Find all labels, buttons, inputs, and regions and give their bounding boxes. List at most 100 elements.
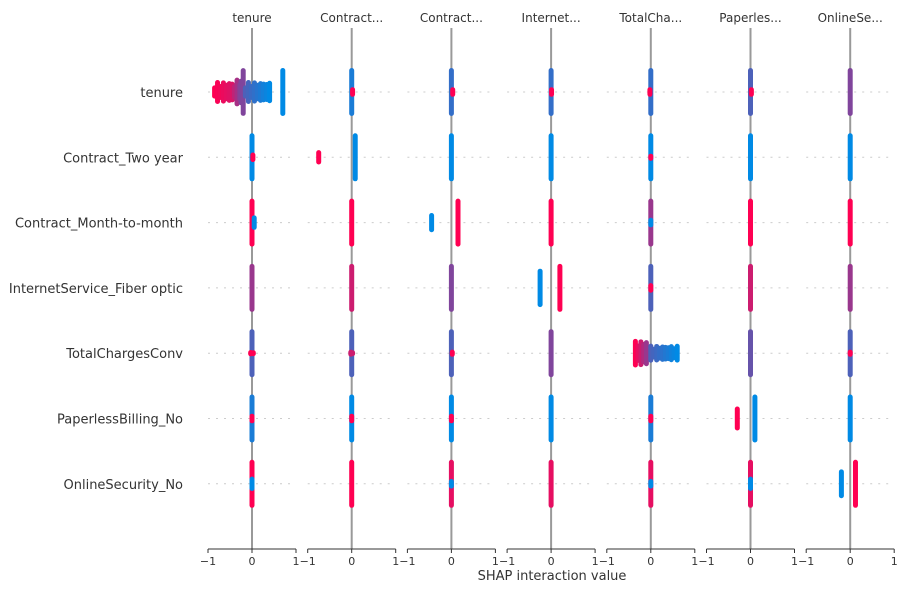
shap-point-stack [537,268,543,308]
cell-1-2 [448,133,454,182]
cell-4-0 [248,329,256,378]
cell-2-2 [429,198,461,247]
column-title: TotalCha... [618,11,682,25]
shap-point-stack [847,263,853,312]
cell-3-2 [448,263,454,312]
cell-3-0 [249,263,255,312]
shap-point-stack [748,263,753,312]
cell-2-3 [548,198,554,247]
shap-point-stack [674,343,680,363]
column-title: tenure [232,11,271,25]
cell-4-2 [448,329,455,378]
cell-6-4 [648,459,654,508]
shap-point-stack [648,479,654,489]
cell-4-5 [748,329,753,378]
shap-point-stack [847,68,853,116]
cell-4-4 [632,338,680,368]
x-tick-label: −1 [798,555,814,568]
cell-6-2 [448,459,454,508]
cell-1-5 [748,133,753,182]
x-tick-label: 0 [249,555,256,568]
cell-5-3 [548,394,554,443]
x-axis-label: SHAP interaction value [478,569,627,584]
shap-point-stack [847,198,853,247]
shap-point-stack [748,133,753,182]
shap-point-stack [251,215,257,230]
shap-point-stack [752,394,758,443]
cell-5-6 [847,394,853,443]
shap-point-stack [249,476,255,491]
shap-point-stack [648,153,654,161]
column-title: Paperles... [719,11,781,25]
cell-1-0 [249,133,256,182]
x-tick-label: −1 [300,555,316,568]
cell-3-4 [648,263,654,312]
cell-5-0 [249,394,255,443]
x-tick-label: 1 [891,555,898,568]
x-tick-label: 0 [847,555,854,568]
shap-point-stack [429,213,435,233]
cell-4-3 [548,329,554,378]
x-tick-label: 1 [691,555,698,568]
cell-3-3 [537,263,563,312]
cell-0-0 [212,68,286,116]
cell-6-0 [249,459,255,508]
shap-point-stack [249,413,255,424]
shap-point-stack [847,133,853,182]
shap-point-stack [648,413,654,424]
shap-point-stack [548,459,554,508]
cell-2-5 [748,198,753,247]
shap-point-stack [748,476,753,491]
cell-6-6 [838,459,858,508]
x-tick-label: 0 [548,555,555,568]
cell-2-0 [249,198,257,247]
x-tick-label: 1 [492,555,499,568]
row-label: TotalChargesConv [65,347,183,362]
row-label: InternetService_Fiber optic [9,282,183,297]
x-tick-label: −1 [599,555,615,568]
cell-2-4 [648,198,654,247]
x-tick-label: 0 [448,555,455,568]
cell-6-3 [548,459,554,508]
cell-1-6 [847,133,853,182]
shap-point-stack [249,263,255,312]
shap-point-stack [548,329,554,378]
shap-point-stack [350,350,356,357]
x-tick-label: 1 [392,555,399,568]
row-label: PaperlessBilling_No [57,413,183,428]
shap-point-stack [748,198,753,247]
shap-point-stack [838,469,844,499]
cell-3-6 [847,263,853,312]
shap-point-stack [847,394,853,443]
shap-point-stack [455,198,461,247]
x-tick-label: −1 [499,555,515,568]
cell-3-5 [748,263,753,312]
column-title: Contract... [320,11,383,25]
x-tick-label: −1 [399,555,415,568]
cell-3-1 [349,263,355,312]
shap-point-stack [734,406,740,431]
shap-point-stack [280,68,286,116]
x-tick-label: −1 [698,555,714,568]
cell-0-1 [349,68,356,116]
x-tick-label: −1 [200,555,216,568]
shap-point-stack [548,133,554,182]
cell-5-5 [734,394,758,443]
shap-point-stack [352,133,358,182]
shap-point-stack [267,80,273,104]
x-tick-label: 1 [791,555,798,568]
cell-0-2 [448,68,456,116]
shap-point-stack [549,87,555,97]
shap-point-stack [349,413,355,424]
cell-0-3 [548,68,555,116]
shap-point-stack [643,340,649,367]
x-tick-label: 0 [647,555,654,568]
cell-1-1 [316,133,358,182]
shap-point-stack [316,150,322,165]
shap-point-stack [350,87,356,97]
column-title: OnlineSe... [818,11,883,25]
shap-point-stack [448,133,454,182]
x-tick-label: 1 [592,555,599,568]
shap-point-stack [748,87,754,97]
cell-0-4 [647,68,654,116]
